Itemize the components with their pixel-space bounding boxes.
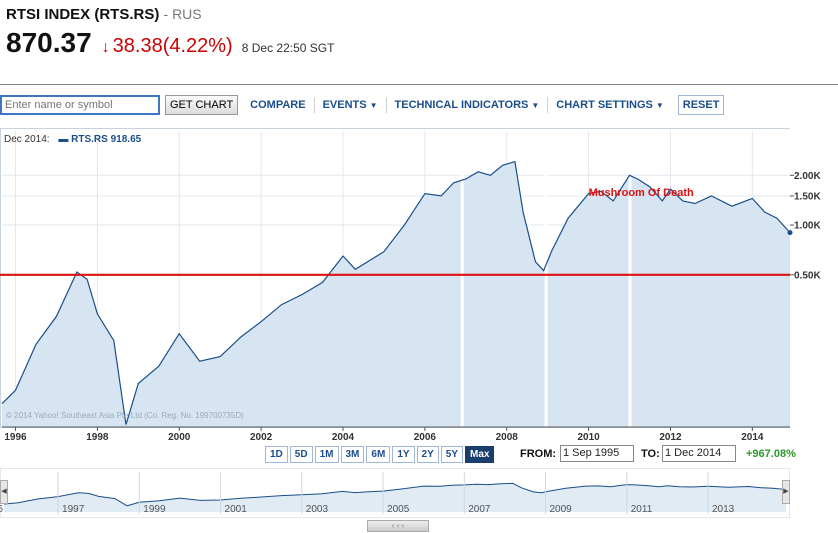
compare-button[interactable]: COMPARE [242,97,315,113]
caret-down-icon: ▼ [655,100,664,110]
navigator-label: 2009 [550,504,573,515]
legend-swatch-icon: ▬ [58,134,69,145]
y-tick-label: 2.00K [794,171,821,182]
exchange-label: - RUS [163,6,202,22]
navigator-label: 1995 [0,504,3,515]
last-price: 870.37 [6,27,92,58]
chart-legend: Dec 2014: ▬ RTS.RS 918.65 [4,134,141,145]
technical-indicators-label: TECHNICAL INDICATORS [394,99,529,111]
x-tick-label: 2000 [168,432,191,443]
navigator-label: 2005 [387,504,410,515]
caret-down-icon: ▼ [531,100,540,110]
navigator-label: 2001 [225,504,248,515]
x-tick-label: 2010 [577,432,600,443]
chart-settings-label: CHART SETTINGS [556,99,653,111]
price-line [1,160,791,425]
last-point-marker [787,230,793,236]
range-button-5y[interactable]: 5Y [440,446,464,463]
price-chart[interactable]: 1996 1998 2000 2002 2004 2006 2008 2010 2012 2014… [0,0,838,445]
reset-label: RESET [682,99,720,111]
y-axis: 0.50K 1.00K 1.50K 2.00K [790,171,821,281]
x-tick-label: 2014 [741,432,764,443]
chart-settings-menu[interactable]: CHART SETTINGS ▼ [548,97,671,113]
price-change: ↓ 38.38(4.22%) [102,35,233,58]
header-divider [0,84,838,85]
x-axis: 1996 1998 2000 2002 2004 2006 2008 2010 2012 2014 [2,426,790,443]
y-tick-label: 0.50K [794,270,821,281]
range-button-max[interactable]: Max [465,446,495,463]
navigator-label: 2011 [631,504,653,515]
x-tick-label: 1998 [86,432,109,443]
change-value: 38.38(4.22%) [112,35,233,57]
navigator-label: 2007 [468,504,491,515]
navigator-scrollbar[interactable]: ‹ ‹ ‹ [367,520,429,532]
range-button-1y[interactable]: 1Y [392,446,415,463]
get-chart-button[interactable]: GET CHART [165,95,239,115]
technical-indicators-menu[interactable]: TECHNICAL INDICATORS ▼ [387,97,549,113]
x-tick-label: 2006 [414,432,437,443]
x-tick-label: 2008 [496,432,519,443]
quote-title: RTSI INDEX (RTS.RS) - RUS [6,6,838,23]
down-arrow-icon: ↓ [101,39,110,56]
x-tick-label: 1996 [4,432,27,443]
y-tick-label: 1.50K [794,191,821,202]
navigator-left-handle[interactable]: ◀ [0,480,8,504]
legend-period: Dec 2014: [4,134,50,145]
navigator-label: 1999 [143,504,166,515]
from-date-input[interactable]: 1 Sep 1995 [560,445,634,462]
range-button-1d[interactable]: 1D [265,446,288,463]
events-label: EVENTS [322,99,367,111]
navigator-right-handle[interactable]: ▶ [782,480,790,504]
compare-label: COMPARE [250,99,306,111]
navigator-area [4,483,786,512]
quote-timestamp: 8 Dec 22:50 SGT [241,41,335,55]
x-tick-label: 2002 [250,432,273,443]
symbol-search-input[interactable] [0,95,160,115]
navigator-label: 2013 [712,504,735,515]
range-selector: 1D 5D 1M 3M 6M 1Y 2Y 5Y Max [265,446,496,463]
to-date-input[interactable]: 1 Dec 2014 [662,445,736,462]
to-label: TO: [641,448,660,460]
range-button-1m[interactable]: 1M [314,446,339,463]
navigator-labels: 1995 1997 1999 2001 2003 2005 2007 2009 2011 2013 [0,472,735,515]
x-tick-label: 2012 [659,432,682,443]
gap-band [460,145,464,427]
reset-button[interactable]: RESET [677,95,725,115]
gap-band [628,145,632,427]
x-tick-label: 2004 [332,432,355,443]
price-row: 870.37 ↓ 38.38(4.22%) 8 Dec 22:50 SGT [6,27,838,59]
quote-header: RTSI INDEX (RTS.RS) - RUS 870.37 ↓ 38.38… [6,6,838,59]
range-button-2y[interactable]: 2Y [416,446,439,463]
total-change-badge: +967.08% [746,448,796,460]
navigator-label: 2003 [306,504,329,515]
from-label: FROM: [520,448,557,460]
white-gaps [460,145,632,427]
y-tick-label: 1.00K [794,221,821,232]
legend-series: RTS.RS 918.65 [71,134,142,145]
range-button-5d[interactable]: 5D [289,446,313,463]
chart-toolbar: GET CHART COMPARE EVENTS▼ TECHNICAL INDI… [0,94,725,116]
events-menu[interactable]: EVENTS ▼ [315,97,387,113]
navigator-chart[interactable]: 1995 1997 1999 2001 2003 2005 2007 2009 2011 2013 [0,468,790,518]
watermark-text: © 2014 Yahoo! Southeast Asia Pte Ltd (Co… [6,411,244,420]
range-button-6m[interactable]: 6M [366,446,391,463]
index-name: RTSI INDEX (RTS.RS) [6,6,160,23]
caret-down-icon: ▼ [369,100,378,110]
navigator-line [3,482,787,507]
range-button-3m[interactable]: 3M [340,446,365,463]
annotation-text: Mushroom Of Death [589,187,694,199]
gap-band [544,145,548,427]
navigator-label: 1997 [62,504,85,515]
